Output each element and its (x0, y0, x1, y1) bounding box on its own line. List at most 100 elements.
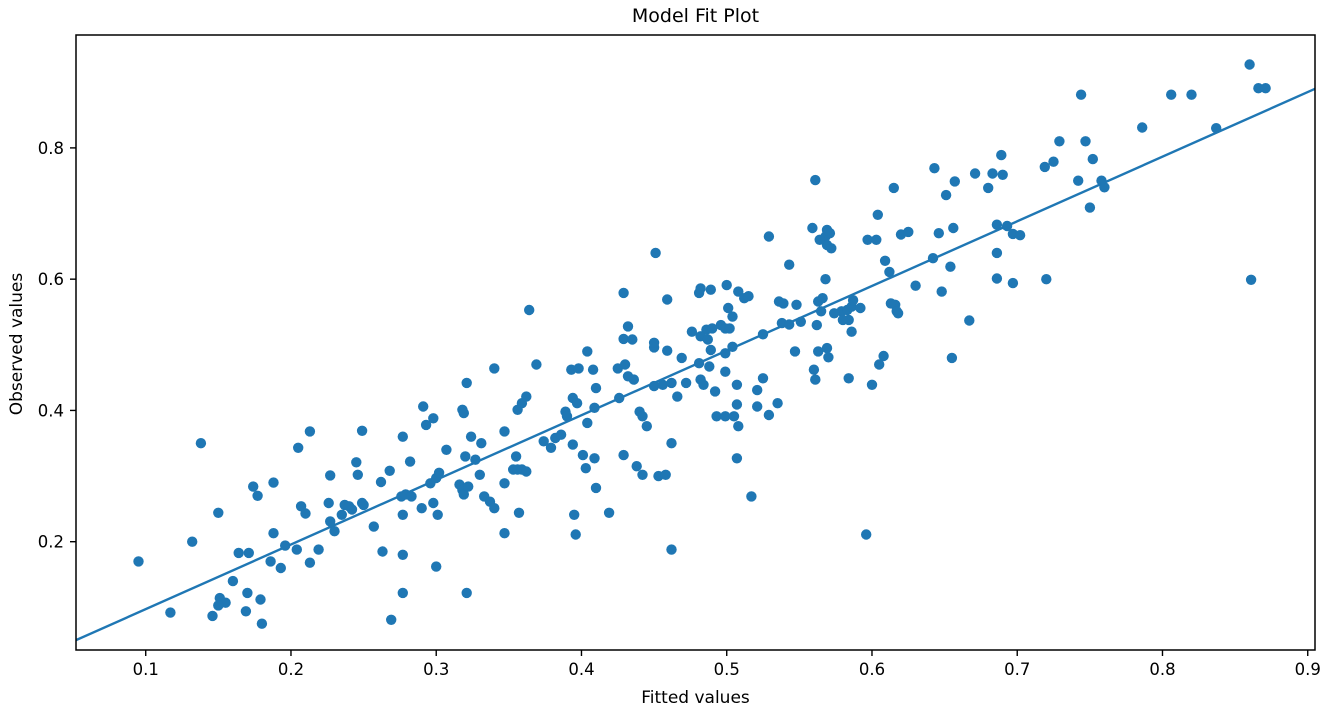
scatter-point (346, 504, 358, 515)
scatter-point (808, 364, 820, 375)
scatter-point (521, 466, 532, 477)
scatter-point (672, 391, 683, 402)
x-axis-label: Fitted values (641, 688, 750, 708)
scatter-point (463, 481, 474, 492)
scatter-point (304, 426, 316, 437)
scatter-point (580, 463, 591, 474)
scatter-point (627, 334, 638, 345)
scatter-point (648, 337, 660, 348)
scatter-point (720, 411, 731, 422)
scatter-point (268, 528, 279, 539)
scatter-point (1041, 274, 1052, 285)
scatter-point (569, 509, 580, 520)
x-tick-label: 0.1 (133, 660, 159, 679)
scatter-point (991, 273, 1003, 284)
scatter-point (695, 283, 706, 294)
scatter-point (657, 379, 668, 390)
scatter-point (461, 587, 472, 599)
scatter-point (698, 379, 709, 390)
scatter-point (428, 497, 439, 509)
scatter-point (406, 491, 417, 502)
x-tick-label: 0.2 (278, 660, 304, 679)
scatter-point (195, 438, 207, 449)
scatter-point (248, 481, 259, 492)
chart-title: Model Fit Plot (631, 5, 760, 27)
scatter-point (772, 398, 783, 409)
scatter-point (510, 451, 522, 462)
scatter-point (313, 544, 324, 555)
scatter-point (1073, 175, 1084, 186)
scatter-point (418, 401, 429, 412)
scatter-point (233, 547, 244, 559)
scatter-point (731, 399, 743, 410)
scatter-point (929, 163, 940, 174)
scatter-point (325, 470, 336, 481)
scatter-point (910, 280, 921, 291)
scatter-point (213, 507, 224, 518)
scatter-point (720, 366, 731, 377)
scatter-point (476, 438, 487, 449)
y-axis-label: Observed values (7, 272, 27, 416)
scatter-point (631, 461, 642, 472)
scatter-point (1054, 136, 1065, 147)
scatter-point (724, 323, 735, 334)
scatter-point (1087, 153, 1099, 165)
scatter-point (538, 436, 549, 447)
scatter-point (614, 392, 625, 404)
scatter-point (489, 503, 500, 514)
scatter-point (561, 411, 573, 422)
scatter-point (810, 374, 821, 385)
scatter-point (821, 224, 833, 236)
scatter-point (352, 469, 363, 480)
scatter-point (874, 359, 885, 370)
scatter-point (356, 425, 368, 436)
scatter-point (1137, 122, 1148, 133)
scatter-point (817, 293, 828, 304)
x-tick-label: 0.5 (714, 660, 740, 679)
scatter-point (1084, 202, 1096, 213)
scatter-point (577, 449, 589, 461)
scatter-point (813, 346, 824, 357)
x-tick-label: 0.6 (859, 660, 885, 679)
scatter-point (325, 516, 336, 527)
scatter-point (996, 149, 1007, 161)
scatter-point (871, 234, 882, 245)
scatter-point (641, 421, 652, 432)
scatter-point (1080, 136, 1091, 147)
scatter-point (256, 618, 268, 629)
scatter-point (603, 507, 615, 518)
scatter-point (589, 453, 600, 464)
scatter-point (829, 308, 840, 319)
scatter-point (386, 614, 397, 625)
scatter-point (291, 544, 302, 555)
scatter-point (680, 377, 692, 389)
x-tick-label: 0.3 (423, 660, 449, 679)
scatter-point (891, 306, 902, 317)
scatter-point (555, 429, 567, 440)
y-tick-label: 0.2 (38, 533, 64, 552)
scatter-point (431, 561, 442, 572)
scatter-point (705, 344, 716, 356)
scatter-point (280, 540, 291, 551)
scatter-point (618, 287, 629, 299)
scatter-point (207, 610, 218, 622)
scatter-point (728, 411, 740, 422)
scatter-point (1075, 89, 1087, 100)
scatter-point (1014, 230, 1026, 241)
scatter-point (461, 377, 472, 389)
scatter-point (884, 266, 895, 278)
scatter-point (823, 352, 834, 363)
scatter-point (878, 350, 889, 362)
scatter-point (991, 219, 1003, 230)
scatter-point (940, 189, 952, 201)
scatter-point (416, 503, 427, 514)
scatter-point (733, 421, 744, 432)
scatter-point (879, 255, 891, 266)
scatter-point (587, 364, 599, 375)
scatter-point (815, 306, 827, 317)
scatter-point (397, 431, 408, 442)
scatter-point (458, 407, 469, 419)
scatter-point (397, 509, 408, 520)
scatter-point (1253, 83, 1264, 94)
